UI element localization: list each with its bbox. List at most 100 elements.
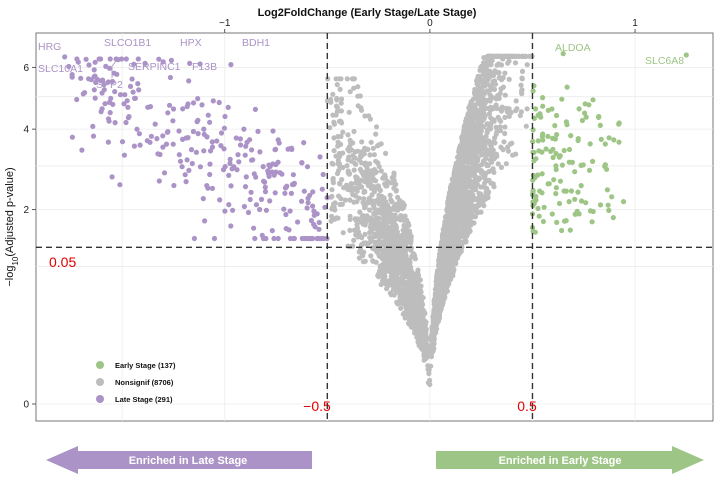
point-nonsignif [453,185,459,192]
point-early [567,227,573,233]
point-nonsignif [433,295,439,301]
point-late [221,146,227,152]
point-late [304,205,310,211]
point-nonsignif [372,219,378,225]
point-nonsignif [330,91,336,97]
point-late [241,126,247,132]
point-early [578,183,584,189]
point-nonsignif [409,303,415,309]
point-early [590,97,596,103]
point-nonsignif [400,264,406,270]
point-late [197,164,203,170]
point-nonsignif [478,101,484,107]
point-late [249,157,255,163]
point-late [92,95,98,101]
point-nonsignif [473,114,479,121]
point-early [579,117,586,124]
point-early [597,202,604,208]
point-late [310,203,316,209]
point-late [288,190,294,196]
point-early [620,199,627,205]
point-late [190,100,197,106]
point-early [540,103,546,109]
point-late [211,235,218,242]
point-nonsignif [487,53,493,59]
point-nonsignif [502,70,508,76]
axes: −1 0 1 0 2 4 6 [23,18,638,411]
point-nonsignif [344,163,350,169]
gene-leader-spp2 [111,59,118,78]
point-late [228,62,234,68]
point-nonsignif [328,194,334,200]
point-late [129,76,135,82]
point-nonsignif [346,154,352,160]
point-nonsignif [362,204,368,210]
point-late [165,110,171,116]
point-nonsignif [494,62,500,68]
point-late [183,135,189,141]
point-nonsignif [385,282,391,288]
point-late [291,180,297,186]
point-late [161,170,168,176]
point-late [167,74,173,81]
point-nonsignif [345,132,351,138]
point-nonsignif [399,217,405,223]
point-early [564,122,570,128]
point-nonsignif [484,127,491,133]
point-nonsignif [350,191,356,198]
point-late [136,131,142,137]
point-early [531,158,537,164]
point-nonsignif [493,131,499,137]
point-late [165,129,171,135]
point-nonsignif [504,107,510,114]
point-nonsignif [513,98,519,104]
point-late [201,148,207,154]
point-late [226,172,232,178]
point-late [316,219,322,226]
point-early [566,146,573,153]
point-nonsignif [382,233,388,239]
point-late [227,160,233,166]
point-nonsignif [351,85,357,91]
point-nonsignif [485,77,491,83]
point-nonsignif [345,146,351,153]
point-nonsignif [393,271,399,277]
point-nonsignif [502,124,508,130]
point-nonsignif [393,224,400,230]
point-nonsignif [390,287,396,293]
point-early [582,110,588,116]
point-late [272,190,278,196]
point-late [248,189,254,195]
point-nonsignif [478,209,484,215]
point-early [556,200,563,207]
point-nonsignif [386,262,392,268]
point-late [180,106,186,112]
point-late [222,208,228,214]
point-late [197,61,203,67]
gene-label-hrg: HRG [38,41,61,53]
point-early [572,196,578,202]
point-nonsignif [354,188,360,194]
point-nonsignif [468,160,475,166]
point-nonsignif [425,363,431,369]
point-early [560,51,566,57]
point-nonsignif [458,143,464,149]
point-early [569,159,576,165]
point-nonsignif [400,247,406,253]
point-nonsignif [356,249,362,255]
point-nonsignif [333,76,339,82]
point-nonsignif [484,185,490,191]
point-late [195,96,201,102]
point-nonsignif [411,251,417,257]
point-late [91,67,97,73]
point-nonsignif [380,277,386,283]
point-nonsignif [446,249,452,255]
point-late [163,141,170,147]
point-nonsignif [513,151,519,157]
point-nonsignif [338,108,344,114]
point-late [299,198,305,204]
point-early [535,112,541,118]
point-nonsignif [479,162,485,168]
point-late [125,104,131,110]
point-nonsignif [385,267,391,274]
